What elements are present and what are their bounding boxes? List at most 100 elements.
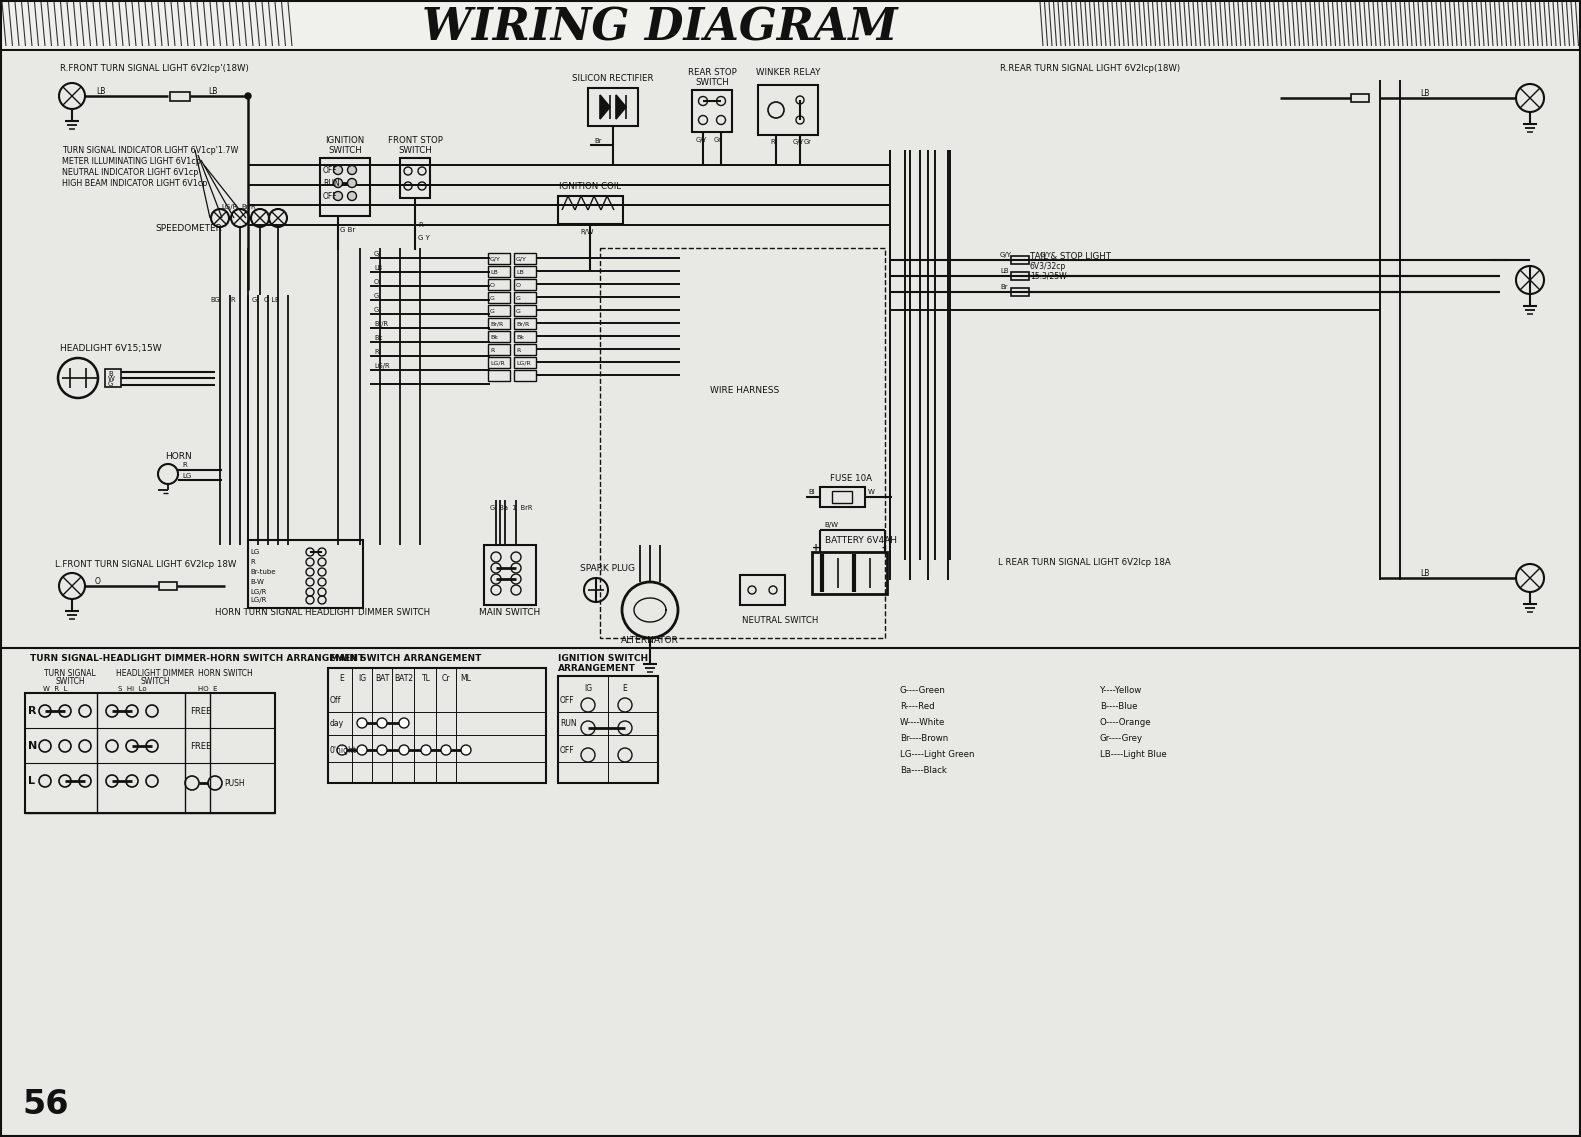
Bar: [813, 551, 887, 594]
Circle shape: [421, 745, 432, 755]
Text: L: L: [28, 775, 35, 786]
Text: FREE: FREE: [190, 706, 212, 715]
Bar: [514, 331, 536, 342]
Text: G/Y: G/Y: [490, 257, 501, 262]
Text: R: R: [229, 297, 234, 302]
Text: MAIN SWITCH: MAIN SWITCH: [479, 607, 541, 616]
Text: G/Y: G/Y: [794, 139, 805, 146]
Text: Bk: Bk: [515, 334, 523, 340]
Bar: [489, 254, 511, 264]
Text: G/Y: G/Y: [696, 136, 708, 143]
Text: SWITCH: SWITCH: [55, 677, 85, 686]
Circle shape: [398, 717, 409, 728]
Text: R.REAR TURN SIGNAL LIGHT 6V2lcp(18W): R.REAR TURN SIGNAL LIGHT 6V2lcp(18W): [1001, 64, 1179, 73]
Text: G/Y: G/Y: [1001, 252, 1012, 258]
Text: LB: LB: [1420, 89, 1429, 98]
Text: R: R: [250, 559, 255, 565]
Text: LB: LB: [1001, 268, 1009, 274]
Text: B: B: [108, 371, 112, 377]
Text: Br: Br: [594, 138, 602, 144]
Text: 6V3/32cp: 6V3/32cp: [1029, 262, 1066, 271]
Bar: [0, 0, 1581, 52]
Text: LG/R: LG/R: [221, 204, 237, 210]
Text: G: G: [490, 296, 495, 300]
Text: Br-tube: Br-tube: [250, 568, 275, 575]
Text: LG----Light Green: LG----Light Green: [900, 749, 974, 758]
Text: WIRE HARNESS: WIRE HARNESS: [710, 385, 779, 395]
Text: R: R: [417, 222, 422, 229]
Text: G: G: [515, 308, 520, 314]
Circle shape: [357, 745, 367, 755]
Text: N: N: [28, 741, 38, 752]
Text: LB: LB: [1420, 568, 1429, 578]
Text: LG: LG: [182, 473, 191, 479]
Text: R/W: R/W: [580, 229, 593, 235]
Text: G: G: [515, 296, 520, 300]
Text: LG/R: LG/R: [250, 589, 266, 595]
Text: HORN: HORN: [164, 451, 191, 460]
Circle shape: [441, 745, 451, 755]
Text: SILICON RECTIFIER: SILICON RECTIFIER: [572, 74, 655, 83]
Polygon shape: [601, 96, 610, 119]
Bar: [25, 692, 275, 813]
Text: SWITCH: SWITCH: [329, 146, 362, 155]
Text: +: +: [813, 543, 821, 553]
Text: HEADLIGHT DIMMER: HEADLIGHT DIMMER: [115, 669, 194, 678]
Circle shape: [334, 179, 343, 188]
Text: SPARK PLUG: SPARK PLUG: [580, 564, 636, 573]
Text: G: G: [251, 297, 258, 302]
Text: IGNITION COIL: IGNITION COIL: [560, 182, 621, 191]
Bar: [319, 158, 370, 216]
Text: SWITCH: SWITCH: [696, 77, 729, 86]
Text: LB: LB: [375, 265, 383, 271]
Text: O LB: O LB: [264, 297, 280, 302]
Text: G: G: [375, 307, 379, 313]
Bar: [757, 85, 817, 135]
Circle shape: [348, 191, 356, 200]
Text: G/Y: G/Y: [1040, 252, 1051, 258]
Text: TURN SIGNAL: TURN SIGNAL: [44, 669, 96, 678]
Text: O----Orange: O----Orange: [1100, 717, 1151, 727]
Text: IGNITION SWITCH: IGNITION SWITCH: [558, 654, 648, 663]
Text: ML: ML: [460, 673, 471, 682]
Text: NEUTRAL INDICATOR LIGHT 6V1cp: NEUTRAL INDICATOR LIGHT 6V1cp: [62, 167, 198, 176]
Bar: [1010, 288, 1029, 296]
Text: RUN: RUN: [560, 719, 577, 728]
Text: Bk: Bk: [375, 335, 383, 341]
Text: W----White: W----White: [900, 717, 945, 727]
Bar: [514, 318, 536, 329]
Text: Bl: Bl: [808, 489, 814, 495]
Text: PUSH: PUSH: [225, 779, 245, 788]
Text: Ba----Black: Ba----Black: [900, 765, 947, 774]
Text: ARRANGEMENT: ARRANGEMENT: [558, 664, 636, 672]
Text: LB: LB: [515, 269, 523, 274]
Circle shape: [245, 93, 251, 99]
Text: LG/R: LG/R: [490, 360, 504, 365]
Text: R: R: [182, 462, 187, 468]
Text: E: E: [623, 683, 628, 692]
Text: 56: 56: [22, 1088, 68, 1121]
Text: L REAR TURN SIGNAL LIGHT 6V2lcp 18A: L REAR TURN SIGNAL LIGHT 6V2lcp 18A: [998, 557, 1172, 566]
Text: REAR STOP: REAR STOP: [688, 67, 737, 76]
Text: FREE: FREE: [190, 741, 212, 750]
Text: WINKER RELAY: WINKER RELAY: [756, 67, 821, 76]
Bar: [514, 305, 536, 316]
Text: LB----Light Blue: LB----Light Blue: [1100, 749, 1167, 758]
Text: SWITCH: SWITCH: [141, 677, 169, 686]
Text: 15.3/25W: 15.3/25W: [1029, 272, 1067, 281]
Polygon shape: [617, 96, 626, 119]
Text: TL: TL: [422, 673, 430, 682]
Text: LG: LG: [250, 549, 259, 555]
Text: OFF: OFF: [560, 746, 574, 755]
Bar: [489, 318, 511, 329]
Text: R----Red: R----Red: [900, 702, 934, 711]
Text: HORN TURN SIGNAL HEADLIGHT DIMMER SWITCH: HORN TURN SIGNAL HEADLIGHT DIMMER SWITCH: [215, 607, 430, 616]
Text: G/Y: G/Y: [515, 257, 526, 262]
Text: IGNITION: IGNITION: [326, 135, 365, 144]
Text: HORN SWITCH: HORN SWITCH: [198, 669, 253, 678]
Text: Y----Yellow: Y----Yellow: [1100, 686, 1141, 695]
Circle shape: [348, 166, 356, 174]
Text: B----Blue: B----Blue: [1100, 702, 1137, 711]
Text: OFF: OFF: [560, 696, 574, 705]
Text: LG/R: LG/R: [250, 597, 266, 603]
